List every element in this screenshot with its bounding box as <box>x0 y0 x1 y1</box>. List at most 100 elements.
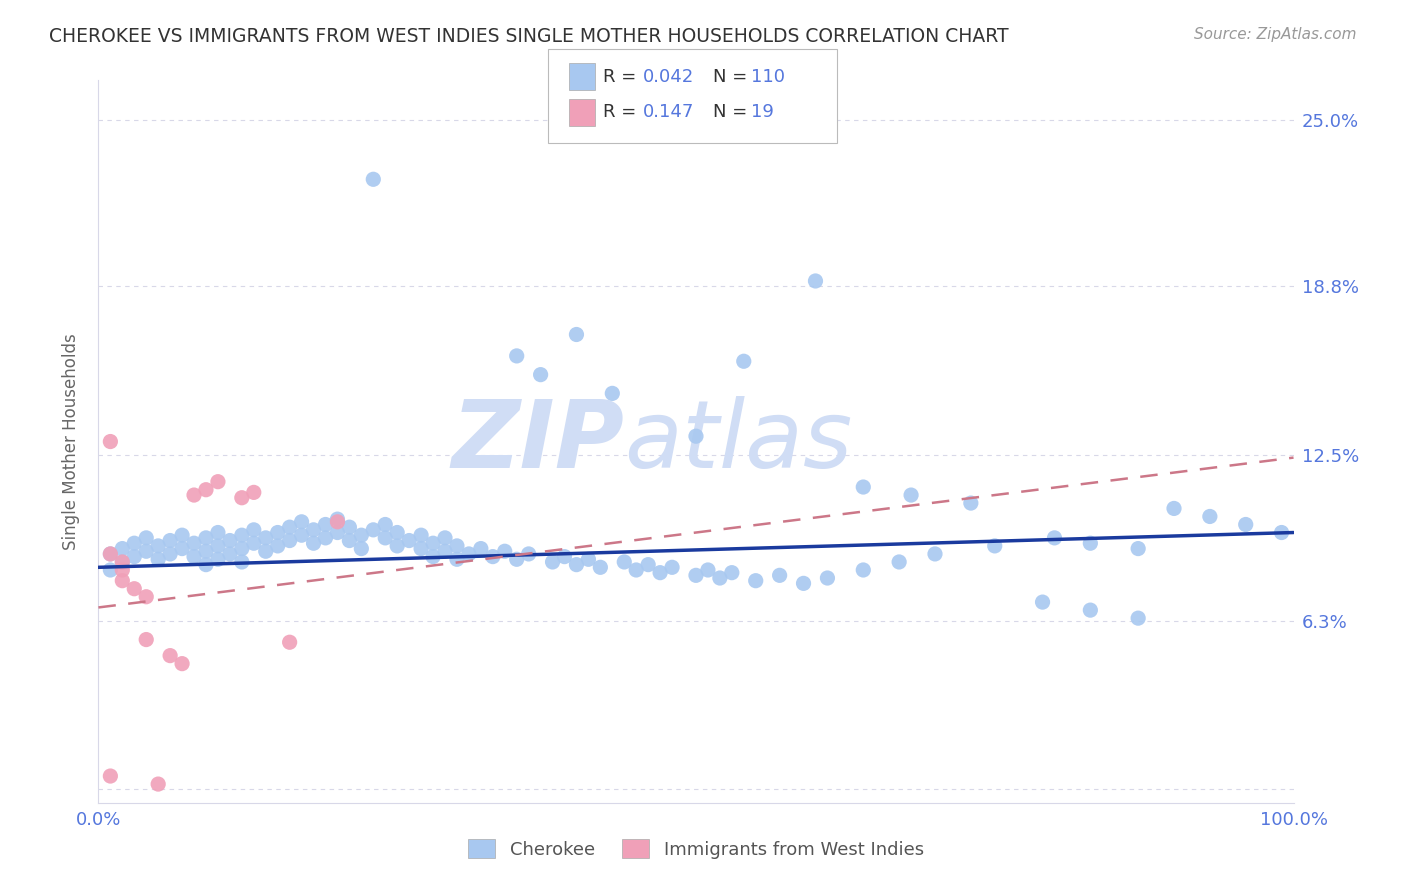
Point <box>111 574 134 588</box>
Point <box>326 512 349 526</box>
Point <box>111 541 134 556</box>
Point <box>494 544 516 558</box>
Point <box>135 632 157 647</box>
Point <box>98 563 122 577</box>
Point <box>207 525 229 540</box>
Point <box>565 327 588 342</box>
Text: 19: 19 <box>751 103 773 121</box>
Point <box>159 533 181 548</box>
Point <box>207 475 229 489</box>
Point <box>1080 603 1102 617</box>
Point <box>315 531 337 545</box>
Point <box>1163 501 1185 516</box>
Point <box>530 368 553 382</box>
Point <box>613 555 636 569</box>
Point <box>685 429 707 443</box>
Point <box>148 552 170 566</box>
Point <box>98 547 122 561</box>
Point <box>302 523 325 537</box>
Point <box>124 582 146 596</box>
Point <box>278 520 301 534</box>
Point <box>291 515 314 529</box>
Point <box>267 525 290 540</box>
Point <box>111 555 134 569</box>
Point <box>422 536 444 550</box>
Point <box>554 549 576 564</box>
Point <box>195 544 218 558</box>
Point <box>135 590 157 604</box>
Point <box>183 536 205 550</box>
Point <box>148 539 170 553</box>
Point <box>172 657 194 671</box>
Point <box>446 552 468 566</box>
Point <box>135 531 157 545</box>
Legend: Cherokee, Immigrants from West Indies: Cherokee, Immigrants from West Indies <box>461 832 931 866</box>
Point <box>411 541 433 556</box>
Text: CHEROKEE VS IMMIGRANTS FROM WEST INDIES SINGLE MOTHER HOUSEHOLDS CORRELATION CHA: CHEROKEE VS IMMIGRANTS FROM WEST INDIES … <box>49 27 1010 45</box>
Point <box>278 635 301 649</box>
Text: 0.147: 0.147 <box>643 103 695 121</box>
Point <box>148 777 170 791</box>
Point <box>697 563 720 577</box>
Point <box>98 547 122 561</box>
Point <box>243 523 266 537</box>
Point <box>195 483 218 497</box>
Point <box>1271 525 1294 540</box>
Point <box>124 549 146 564</box>
Point <box>291 528 314 542</box>
Point <box>411 528 433 542</box>
Point <box>1128 611 1150 625</box>
Text: 110: 110 <box>751 68 785 86</box>
Text: N =: N = <box>713 68 747 86</box>
Point <box>517 547 540 561</box>
Point <box>231 528 253 542</box>
Point <box>648 566 672 580</box>
Point <box>709 571 731 585</box>
Point <box>350 541 373 556</box>
Point <box>924 547 946 561</box>
Point <box>481 549 505 564</box>
Point <box>183 549 205 564</box>
Point <box>626 563 648 577</box>
Point <box>231 541 253 556</box>
Point <box>804 274 827 288</box>
Point <box>434 531 457 545</box>
Point <box>326 525 349 540</box>
Text: Source: ZipAtlas.com: Source: ZipAtlas.com <box>1194 27 1357 42</box>
Point <box>1080 536 1102 550</box>
Point <box>852 480 875 494</box>
Point <box>422 549 444 564</box>
Text: 0.042: 0.042 <box>643 68 693 86</box>
Point <box>470 541 492 556</box>
Point <box>385 539 409 553</box>
Point <box>124 536 146 550</box>
Point <box>446 539 468 553</box>
Point <box>326 515 349 529</box>
Point <box>984 539 1007 553</box>
Text: atlas: atlas <box>624 396 852 487</box>
Point <box>254 531 277 545</box>
Point <box>363 523 385 537</box>
Point <box>278 533 301 548</box>
Point <box>339 520 361 534</box>
Point <box>254 544 277 558</box>
Point <box>565 558 588 572</box>
Point <box>207 539 229 553</box>
Point <box>195 531 218 545</box>
Point <box>1032 595 1054 609</box>
Point <box>231 491 253 505</box>
Point <box>183 488 205 502</box>
Point <box>159 547 181 561</box>
Point <box>434 544 457 558</box>
Point <box>385 525 409 540</box>
Point <box>960 496 983 510</box>
Point <box>374 517 396 532</box>
Point <box>815 571 838 585</box>
Point <box>315 517 337 532</box>
Point <box>1199 509 1222 524</box>
Point <box>243 485 266 500</box>
Y-axis label: Single Mother Households: Single Mother Households <box>62 334 80 549</box>
Point <box>541 555 564 569</box>
Text: R =: R = <box>603 68 637 86</box>
Point <box>578 552 600 566</box>
